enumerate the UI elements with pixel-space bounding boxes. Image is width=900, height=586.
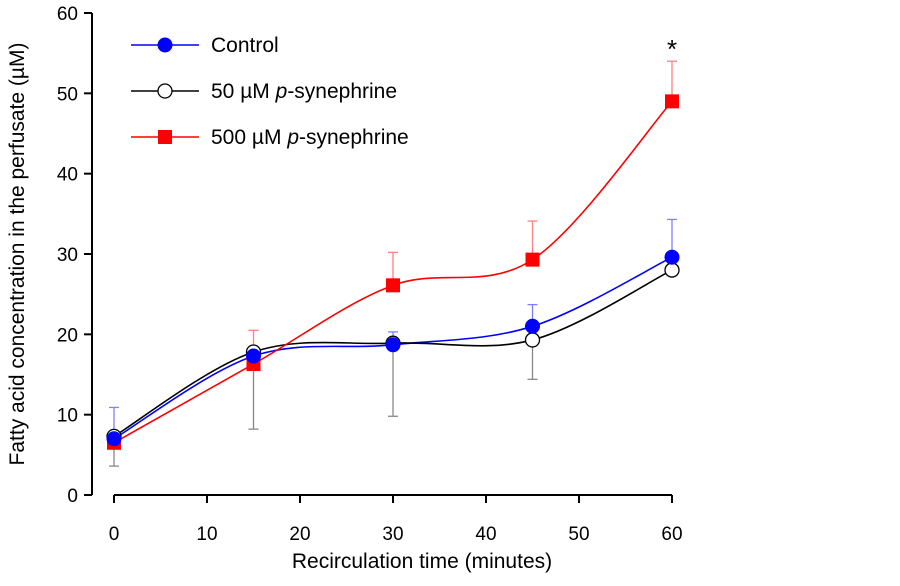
legend-marker — [157, 83, 173, 99]
data-point — [385, 337, 401, 353]
x-tick-label: 60 — [661, 524, 682, 545]
y-tick-label: 40 — [57, 165, 78, 186]
x-tick-label: 0 — [109, 524, 120, 545]
data-point — [664, 249, 680, 265]
y-axis-title: Fatty acid concentration in the perfusat… — [6, 43, 29, 466]
axes: 0 10 20 30 40 50 60 0 10 20 30 40 50 60 — [57, 4, 683, 545]
series-markers — [106, 94, 680, 450]
x-tick-label: 50 — [568, 524, 589, 545]
legend-marker — [157, 37, 173, 53]
legend-label: 500 µM p-synephrine — [211, 126, 409, 149]
x-tick-label: 20 — [289, 524, 310, 545]
legend: Control 50 µM p-synephrine 500 µM p-syneph… — [131, 34, 409, 149]
data-point — [246, 348, 261, 364]
x-tick-label: 40 — [475, 524, 496, 545]
data-point — [524, 332, 541, 348]
legend-label: 50 µM p-synephrine — [211, 80, 397, 103]
y-tick-label: 20 — [57, 325, 78, 346]
y-tick-label: 0 — [67, 486, 78, 507]
x-axis-title: Recirculation time (minutes) — [292, 550, 552, 573]
data-point — [664, 262, 680, 278]
data-point — [525, 318, 540, 334]
y-tick-label: 10 — [57, 406, 78, 427]
x-tick-label: 30 — [382, 524, 403, 545]
data-point — [386, 278, 400, 293]
y-tick-label: 60 — [57, 4, 78, 25]
significance-marker: * — [667, 34, 677, 64]
legend-marker — [158, 130, 172, 144]
data-point — [525, 252, 540, 267]
y-tick-label: 30 — [57, 245, 78, 266]
data-point — [665, 94, 679, 109]
annotations: * — [667, 34, 677, 64]
data-point — [106, 431, 122, 447]
legend-label: Control — [211, 34, 279, 57]
x-tick-label: 10 — [196, 524, 217, 545]
error-bars — [109, 60, 677, 467]
y-tick-label: 50 — [57, 84, 78, 105]
